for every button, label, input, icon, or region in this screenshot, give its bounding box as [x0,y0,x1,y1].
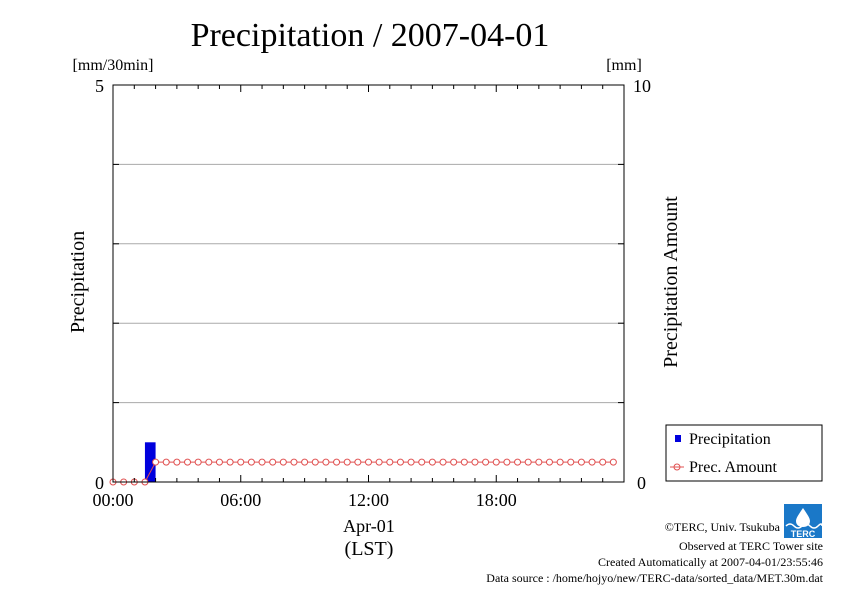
amount-marker [450,458,458,466]
amount-marker [535,458,543,466]
amount-marker [503,458,511,466]
amount-marker [492,458,500,466]
amount-marker [524,458,532,466]
x-tick-label: 00:00 [92,490,133,510]
terc-logo-text: TERC [791,529,816,539]
footer-created: Created Automatically at 2007-04-01/23:5… [598,555,823,569]
x-date-label: Apr-01 [343,516,395,536]
right-tick-label-10: 10 [633,76,651,96]
amount-marker [173,458,181,466]
legend-swatch-amount-marker [673,463,681,471]
x-tick-label: 12:00 [348,490,389,510]
precipitation-amount-series [109,458,617,486]
amount-marker [333,458,341,466]
amount-marker [258,458,266,466]
chart-title: Precipitation / 2007-04-01 [191,17,550,54]
grid-lines [113,163,624,404]
amount-marker [311,458,319,466]
legend-label-amount: Prec. Amount [689,459,778,476]
amount-marker [407,458,415,466]
amount-marker [471,458,479,466]
amount-marker [365,458,372,466]
x-tick-label: 06:00 [220,490,261,510]
x-timezone-label: (LST) [345,538,394,560]
amount-marker [577,458,585,466]
footer-copyright: ©TERC, Univ. Tsukuba [665,520,781,534]
amount-marker [418,458,426,466]
amount-marker [588,458,596,466]
precipitation-bars [144,442,156,482]
legend: Precipitation Prec. Amount [665,424,823,482]
amount-marker [599,458,607,466]
amount-marker [556,458,564,466]
legend-box [665,424,823,482]
amount-marker [322,458,330,466]
amount-marker [428,458,436,466]
right-axis-unit: [mm] [606,57,642,74]
terc-logo-wave-icon [785,523,823,529]
amount-marker [567,458,575,466]
amount-marker [343,458,351,466]
amount-marker [205,458,213,466]
amount-marker [269,458,277,466]
amount-marker [396,458,404,466]
left-tick-label-5: 5 [95,76,104,96]
amount-marker [609,458,617,466]
amount-marker [237,458,245,466]
amount-marker [375,458,383,466]
left-tick-label-0: 0 [95,473,104,493]
legend-label-precipitation: Precipitation [689,431,771,448]
left-axis-unit: [mm/30min] [73,57,154,74]
amount-marker [184,458,192,466]
amount-marker [439,458,447,466]
left-axis-title: Precipitation [67,231,89,333]
amount-marker [354,458,362,466]
amount-marker [301,458,309,466]
footer-source: Data source : /home/hojyo/new/TERC-data/… [486,571,823,585]
amount-marker [162,458,170,466]
amount-marker [226,458,234,466]
amount-marker [194,458,202,466]
footer-observed: Observed at TERC Tower site [679,539,823,553]
right-tick-label-0: 0 [637,473,646,493]
amount-marker [545,458,553,466]
x-tick-label: 18:00 [476,490,517,510]
amount-marker [514,458,522,466]
amount-marker [247,458,255,466]
plot-frame [112,84,625,483]
terc-logo: TERC [784,504,823,539]
amount-marker [290,458,298,466]
precipitation-bar [144,442,156,482]
amount-marker [482,458,490,466]
amount-marker [152,458,160,466]
amount-marker [460,458,468,466]
amount-marker [386,458,394,466]
x-axis-ticks: 00:00 06:00 12:00 18:00 [92,84,625,510]
right-axis-title: Precipitation Amount [660,196,682,368]
terc-logo-drop-icon [796,508,810,527]
amount-marker [279,458,287,466]
amount-marker [215,458,223,466]
legend-swatch-precipitation [675,435,681,442]
